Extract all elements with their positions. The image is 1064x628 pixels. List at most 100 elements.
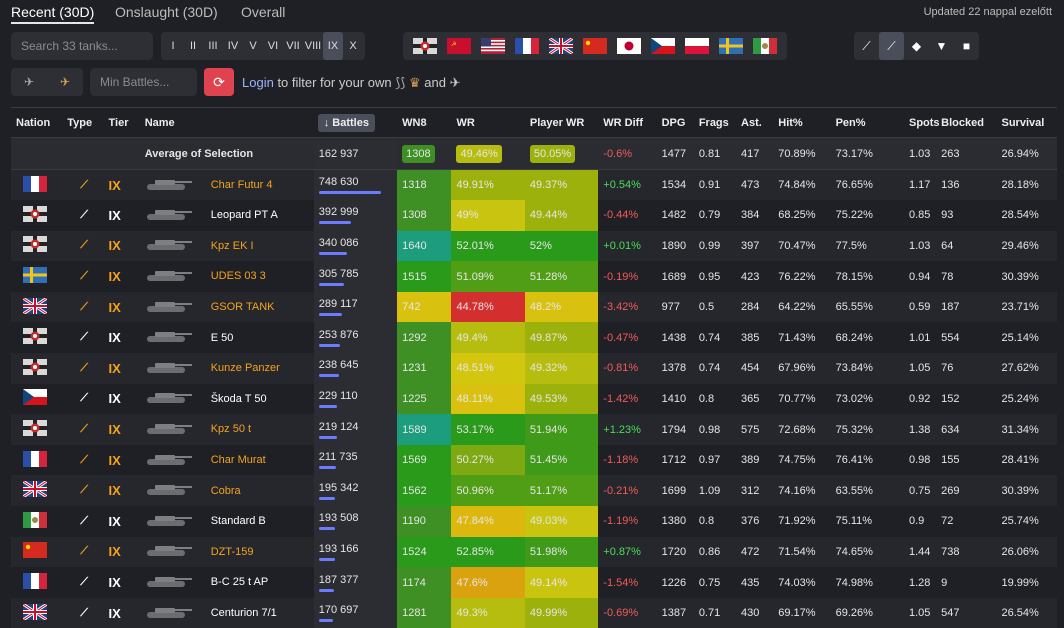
tank-name-label[interactable]: Leopard PT A (210, 209, 278, 222)
wn8: 742 (397, 291, 452, 323)
avg-ast: 417 (736, 137, 774, 170)
tank-name-label[interactable]: Centurion 7/1 (210, 607, 277, 620)
min-battles-input[interactable]: Min Battles... (90, 68, 197, 96)
flag-japan-icon[interactable] (615, 36, 643, 56)
table-row[interactable]: ⟋ IX GSOR TANK 289 117 742 44.78% 48.2% -3.42% 9… (11, 291, 1057, 323)
column-header-wr-diff[interactable]: WR Diff (598, 107, 657, 138)
table-row[interactable]: ⟋ IX Centurion 7/1 170 697 1281 49.3% 49.99% -0… (11, 597, 1057, 628)
tank-name-label[interactable]: Kpz 50 t (210, 423, 252, 436)
flag-czech-icon (11, 383, 63, 415)
wr: 47.6% (451, 567, 525, 598)
light-tank-icon[interactable]: ⟋ (862, 38, 871, 53)
flag-poland-icon[interactable] (683, 36, 711, 56)
tab-onslaught[interactable]: Onslaught (30D) (115, 4, 218, 20)
tank-name-label[interactable]: Kunze Panzer (210, 362, 280, 375)
tier-button-IV[interactable]: IV (227, 40, 239, 52)
login-link[interactable]: Login (242, 75, 274, 90)
table-row[interactable]: ⟋ IX Kpz EK I 340 086 1640 52.01% 52% +0.01% 189… (11, 230, 1057, 262)
tier-button-III[interactable]: III (208, 40, 218, 52)
dpg: 1534 (656, 169, 694, 201)
column-header-battles[interactable]: ↓ Battles (313, 107, 398, 138)
column-header-name[interactable]: Name (139, 107, 314, 138)
tier-button-I[interactable]: I (171, 40, 175, 52)
blocked: 136 (936, 169, 997, 201)
column-header-wn8[interactable]: WN8 (397, 107, 452, 138)
tank-name-label[interactable]: Cobra (210, 484, 241, 497)
flag-uk-icon[interactable] (547, 36, 575, 56)
table-row[interactable]: ⟋ IX Škoda T 50 229 110 1225 48.11% 49.53% -1.4… (11, 383, 1057, 415)
table-row[interactable]: ⟋ IX Kunze Panzer 238 645 1231 48.51% 49.32% -0… (11, 353, 1057, 384)
medium-tank-icon: ⟋ (62, 291, 104, 323)
table-row[interactable]: ⟋ IX Standard B 193 508 1190 47.84% 49.03% -1.1… (11, 506, 1057, 537)
column-header-dpg[interactable]: DPG (656, 107, 694, 138)
flag-germany-icon[interactable] (411, 36, 439, 56)
tank-name-label[interactable]: B-C 25 t AP (210, 576, 269, 589)
table-row[interactable]: ⟋ IX UDES 03 3 305 785 1515 51.09% 51.28% -0.19… (11, 261, 1057, 292)
tier-button-VIII[interactable]: VIII (304, 40, 322, 52)
spots: 0.85 (903, 200, 937, 231)
search-input[interactable]: Search 33 tanks... (11, 32, 153, 60)
table-row[interactable]: ⟋ IX Char Murat 211 735 1569 50.27% 51.45% -1.1… (11, 444, 1057, 476)
column-header-spots[interactable]: Spots (903, 107, 940, 138)
tank-name-label[interactable]: UDES 03 3 (210, 270, 266, 283)
reset-button[interactable]: ⟳ (204, 68, 234, 96)
spg-icon[interactable]: ■ (962, 39, 971, 53)
blocked: 155 (936, 444, 997, 476)
tank-name-label[interactable]: Char Murat (210, 454, 266, 467)
tank-name-label[interactable]: Standard B (210, 515, 266, 528)
flag-germany-icon (11, 230, 63, 262)
tank-name-label[interactable]: GSOR TANK (210, 301, 275, 314)
table-row[interactable]: ⟋ IX Char Futur 4 748 630 1318 49.91% 49.37% +0… (11, 169, 1057, 201)
medium-tank-icon[interactable]: ⟋ (879, 32, 904, 60)
tier-button-V[interactable]: V (249, 40, 257, 52)
table-row[interactable]: ⟋ IX DZT-159 193 166 1524 52.85% 51.98% +0.87% 1… (11, 536, 1057, 568)
column-header-wr[interactable]: WR (451, 107, 525, 138)
column-header-nation[interactable]: Nation (11, 107, 63, 138)
avg-label: Average of Selection (139, 137, 314, 170)
column-header-ast-[interactable]: Ast. (736, 107, 774, 138)
table-row[interactable]: ⟋ IX E 50 253 876 1292 49.4% 49.87% -0.47% 1438 0… (11, 322, 1057, 354)
flag-italy-icon[interactable] (751, 36, 779, 56)
tank-name: Centurion 7/1 (139, 597, 314, 628)
flag-sweden-icon[interactable] (717, 36, 745, 56)
column-header-frags[interactable]: Frags (693, 107, 737, 138)
wr: 49.3% (451, 597, 525, 628)
flag-czech-icon[interactable] (649, 36, 677, 56)
column-header-hit-[interactable]: Hit% (773, 107, 831, 138)
table-row[interactable]: ⟋ IX Kpz 50 t 219 124 1589 53.17% 51.94% +1.23%… (11, 414, 1057, 445)
column-header-type[interactable]: Type (62, 107, 104, 138)
flag-ussr-icon[interactable]: ☭ (445, 36, 473, 56)
premium-tank-icon[interactable]: ✈ (59, 75, 71, 89)
tier-button-VI[interactable]: VI (267, 40, 279, 52)
tier-button-VII[interactable]: VII (286, 40, 300, 52)
table-row[interactable]: ⟋ IX B-C 25 t AP 187 377 1174 47.6% 49.14% -1.5… (11, 567, 1057, 598)
collector-tank-icon[interactable]: ✈ (23, 75, 35, 89)
tab-overall[interactable]: Overall (241, 4, 286, 20)
column-header-pen-[interactable]: Pen% (830, 107, 904, 138)
tier-button-IX[interactable]: IX (323, 32, 343, 60)
ast: 423 (736, 261, 774, 292)
table-row[interactable]: ⟋ IX Leopard PT A 392 999 1308 49% 49.44% -0.44… (11, 200, 1057, 231)
column-header-survival[interactable]: Survival (996, 107, 1057, 138)
td-icon[interactable]: ▼ (935, 39, 948, 53)
flag-china-icon[interactable] (581, 36, 609, 56)
tab-recent[interactable]: Recent (30D) (11, 4, 95, 24)
column-header-player-wr[interactable]: Player WR (524, 107, 599, 138)
flag-france-icon[interactable] (513, 36, 541, 56)
battles: 748 630 (313, 169, 398, 201)
flag-usa-icon[interactable] (479, 36, 507, 56)
tank-name-label[interactable]: Škoda T 50 (210, 392, 267, 405)
tank-name-label[interactable]: Char Futur 4 (210, 178, 273, 191)
tier-button-X[interactable]: X (349, 40, 357, 52)
heavy-tank-icon[interactable]: ◆ (911, 39, 922, 53)
tank-name-label[interactable]: Kpz EK I (210, 239, 254, 252)
wr: 44.78% (451, 291, 525, 323)
tier-button-II[interactable]: II (189, 40, 197, 52)
tank-name-label[interactable]: E 50 (210, 331, 234, 344)
login-text: to filter for your own (277, 75, 392, 90)
table-row[interactable]: ⟋ IX Cobra 195 342 1562 50.96% 51.17% -0.21% 169… (11, 475, 1057, 507)
column-header-tier[interactable]: Tier (103, 107, 140, 138)
tank-name-label[interactable]: DZT-159 (210, 545, 254, 558)
tier-value: IX (103, 322, 140, 354)
column-header-blocked[interactable]: Blocked (936, 107, 997, 138)
